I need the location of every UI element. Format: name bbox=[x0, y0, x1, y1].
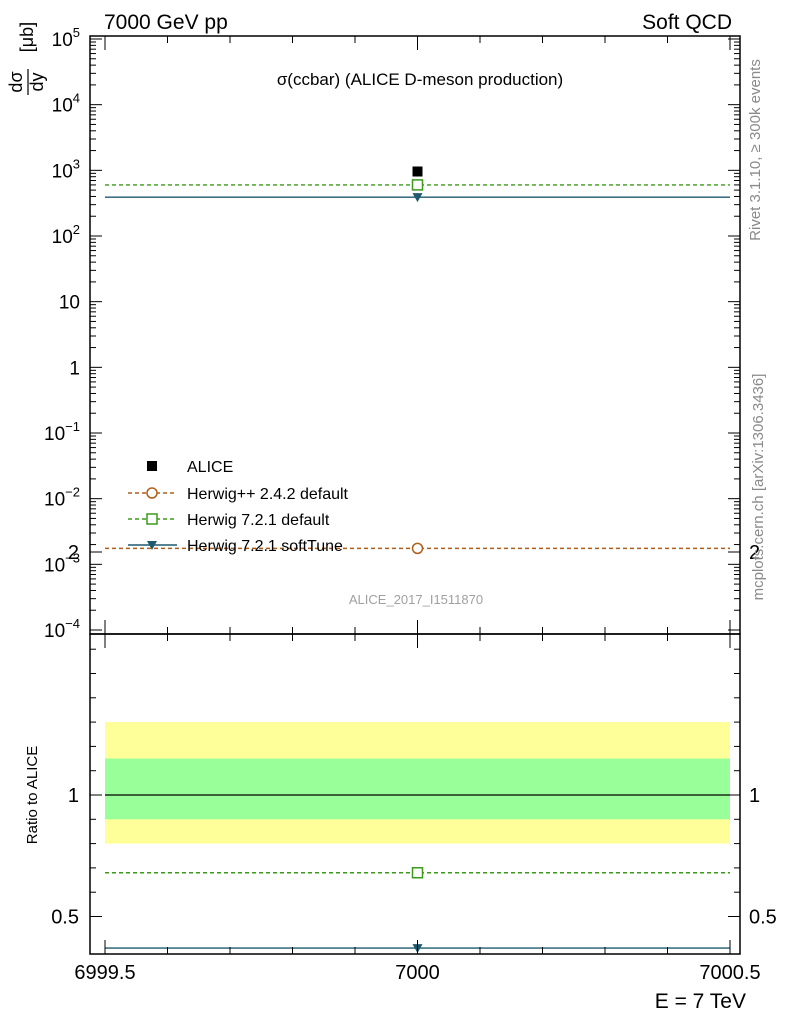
legend-label: Herwig++ 2.4.2 default bbox=[187, 486, 349, 503]
main-ytick-label: 10−4 bbox=[44, 616, 80, 642]
svg-text:dy: dy bbox=[27, 72, 47, 91]
legend-marker bbox=[147, 541, 157, 550]
main-ytick-label: 102 bbox=[52, 222, 80, 248]
uncertainty-band bbox=[105, 758, 730, 820]
x-tick-label: 7000.5 bbox=[699, 962, 760, 984]
ratio-frame bbox=[89, 633, 741, 955]
x-tick-label: 7000 bbox=[395, 962, 440, 984]
analysis-label: ALICE_2017_I1511870 bbox=[349, 592, 483, 607]
main-ytick-label: 10−1 bbox=[44, 419, 80, 445]
main-ytick-label: 104 bbox=[52, 91, 80, 117]
main-ytick-label: 10−3 bbox=[44, 550, 80, 576]
legend-label: Herwig 7.2.1 default bbox=[187, 512, 330, 529]
legend-marker bbox=[147, 461, 157, 471]
ratio-ytick-label: 0.5 bbox=[749, 907, 777, 929]
ratio-marker bbox=[411, 867, 424, 879]
ratio-ytick-label: 1 bbox=[749, 785, 760, 807]
series-marker bbox=[412, 193, 423, 203]
main-ytick-label: 1 bbox=[69, 358, 80, 379]
main-ytick-label: 103 bbox=[52, 156, 80, 182]
rivet-label: Rivet 3.1.10, ≥ 300k events bbox=[747, 59, 764, 241]
main-ylabel: dσ dy [μb] bbox=[6, 22, 47, 95]
svg-text:dσ: dσ bbox=[6, 71, 26, 92]
header-left: 7000 GeV pp bbox=[104, 11, 228, 34]
legend: ALICE Herwig++ 2.4.2 default Herwig 7.2.1 … bbox=[128, 459, 349, 555]
ratio-panel: 0.5 0.5 1 1 2 2 6999.5 7000 7000.5 Ratio to ALI… bbox=[24, 542, 777, 984]
main-ytick-label: 10 bbox=[59, 293, 80, 314]
ratio-ytick-label: 2 bbox=[749, 542, 760, 564]
x-tick-label: 6999.5 bbox=[74, 962, 135, 984]
ratio-ytick-label: 1 bbox=[68, 785, 79, 807]
legend-label: ALICE bbox=[187, 459, 233, 476]
series-marker bbox=[411, 179, 424, 191]
series-marker bbox=[411, 542, 424, 555]
header-right: Soft QCD bbox=[642, 11, 732, 34]
legend-marker bbox=[146, 513, 158, 525]
main-ytick-label: 105 bbox=[52, 25, 80, 51]
ratio-ylabel: Ratio to ALICE bbox=[24, 746, 41, 844]
svg-text:[μb]: [μb] bbox=[17, 22, 37, 52]
series-marker bbox=[412, 166, 423, 177]
main-title: σ(ccbar) (ALICE D-meson production) bbox=[277, 70, 563, 89]
mcplots-label: mcplots.cern.ch [arXiv:1306.3436] bbox=[750, 374, 767, 601]
main-ytick-label: 10−2 bbox=[44, 485, 80, 511]
legend-label: Herwig 7.2.1 softTune bbox=[187, 538, 343, 555]
legend-marker bbox=[146, 487, 158, 499]
ratio-ytick-label: 2 bbox=[68, 542, 79, 564]
ratio-ytick-label: 0.5 bbox=[51, 907, 79, 929]
energy-label: E = 7 TeV bbox=[655, 990, 746, 1013]
